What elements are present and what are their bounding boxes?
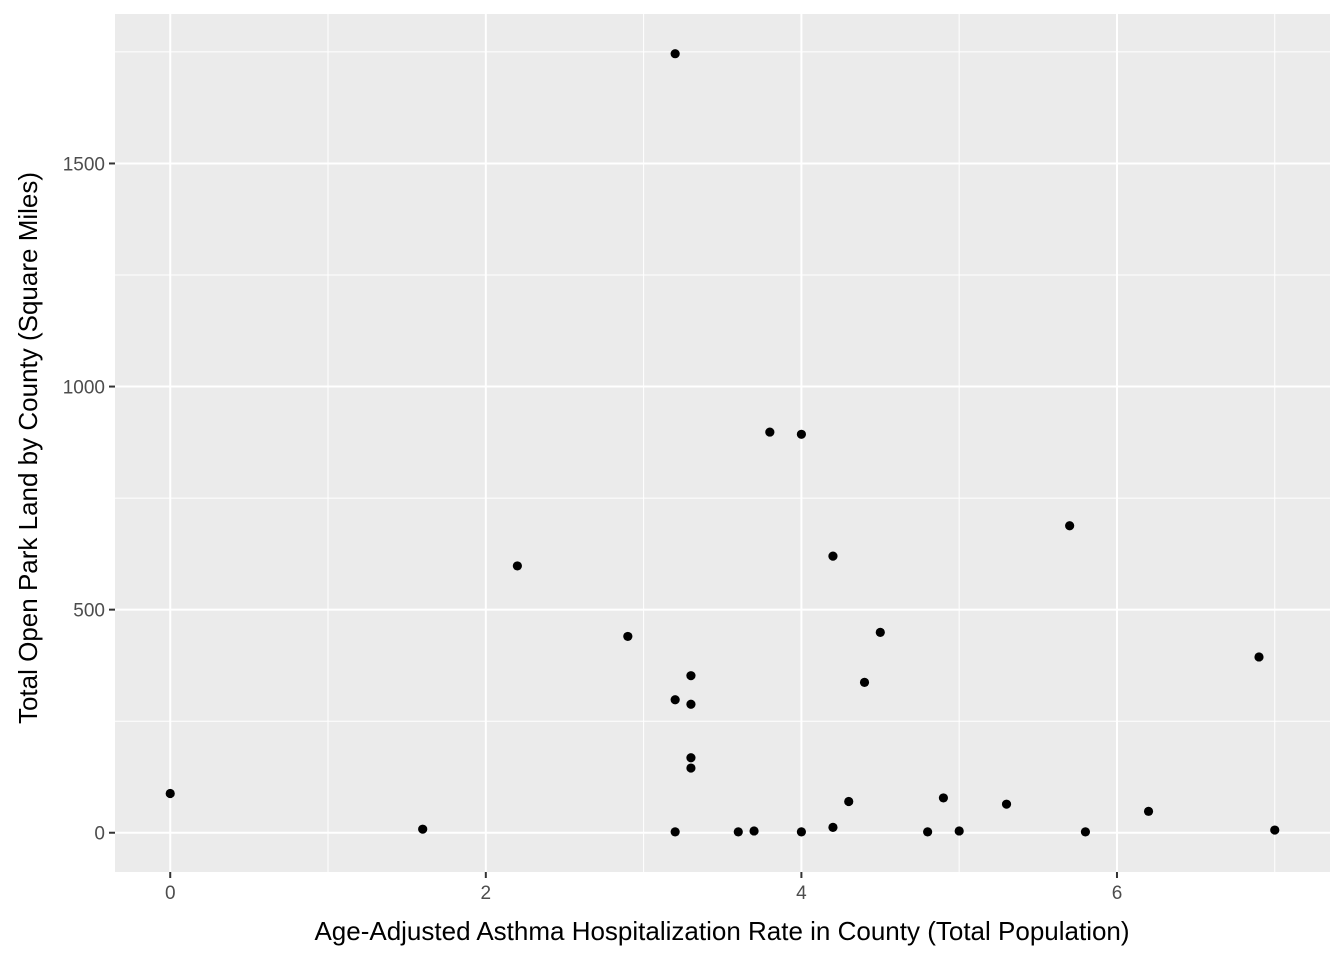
data-point	[797, 827, 806, 836]
data-point	[955, 826, 964, 835]
x-axis-title: Age-Adjusted Asthma Hospitalization Rate…	[314, 916, 1129, 946]
data-point	[623, 632, 632, 641]
data-point	[686, 753, 695, 762]
x-tick-label: 6	[1112, 883, 1123, 904]
data-point	[1081, 827, 1090, 836]
data-point	[734, 827, 743, 836]
y-tick-label: 1500	[63, 154, 105, 175]
data-point	[671, 49, 680, 58]
data-point	[1254, 652, 1263, 661]
y-tick-label: 500	[73, 601, 105, 622]
data-point	[797, 430, 806, 439]
data-point	[686, 763, 695, 772]
data-point	[828, 823, 837, 832]
data-point	[1144, 807, 1153, 816]
data-point	[844, 797, 853, 806]
x-tick-label: 4	[796, 883, 807, 904]
data-point	[749, 826, 758, 835]
x-tick-label: 2	[481, 883, 492, 904]
y-tick-label: 1000	[63, 378, 105, 399]
data-point	[513, 561, 522, 570]
data-point	[418, 825, 427, 834]
y-axis-title: Total Open Park Land by County (Square M…	[13, 172, 43, 724]
data-point	[1002, 800, 1011, 809]
data-point	[671, 695, 680, 704]
data-point	[1270, 825, 1279, 834]
data-point	[686, 671, 695, 680]
data-point	[923, 827, 932, 836]
data-point	[860, 678, 869, 687]
y-tick-label: 0	[94, 824, 105, 845]
data-point	[686, 700, 695, 709]
data-point	[765, 427, 774, 436]
data-point	[939, 793, 948, 802]
data-point	[166, 789, 175, 798]
data-point	[876, 628, 885, 637]
plot-panel	[115, 14, 1330, 872]
x-tick-label: 0	[165, 883, 176, 904]
y-axis: 0 500 1000 1500	[63, 154, 115, 844]
data-point	[1065, 521, 1074, 530]
x-axis: 0 2 4 6	[165, 872, 1122, 904]
data-point	[828, 552, 837, 561]
data-point	[671, 827, 680, 836]
